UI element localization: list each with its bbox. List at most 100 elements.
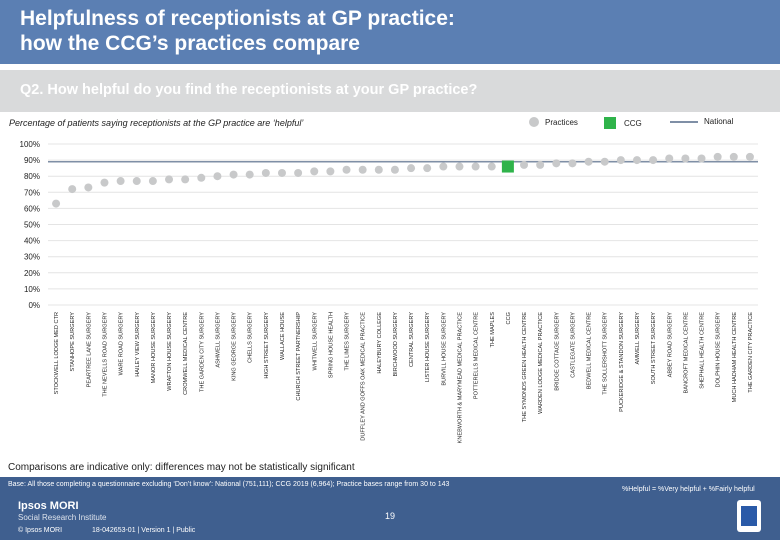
practice-point [181, 175, 190, 184]
practice-point [52, 199, 61, 208]
brand-subtitle: Social Research Institute [18, 513, 107, 522]
practice-point [681, 154, 690, 163]
x-tick-label: MUCH HADHAM HEALTH CENTRE [732, 312, 738, 403]
x-tick-label: CENTRAL SURGERY [409, 312, 415, 367]
question-banner [0, 70, 780, 112]
x-tick-label: SHEPHALL HEALTH CENTRE [700, 312, 706, 389]
practice-point [713, 152, 722, 161]
practice-point [213, 172, 222, 181]
practice-point [407, 164, 416, 173]
base-text: Base: All those completing a questionnai… [8, 481, 450, 488]
practice-point [745, 152, 754, 161]
x-tick-label: SPRING HOUSE HEALTH [328, 312, 334, 378]
practice-point [390, 165, 399, 174]
practice-point [632, 156, 641, 165]
practice-point [229, 170, 238, 179]
practice-point [165, 175, 174, 184]
practice-point [374, 165, 383, 174]
x-tick-label: BANCROFT MEDICAL CENTRE [683, 312, 689, 394]
practice-point [261, 168, 270, 177]
y-tick-label: 60% [24, 204, 40, 213]
practice-point [68, 185, 77, 194]
x-tick-label: THE GARDEN CITY SURGERY [199, 312, 205, 392]
x-tick-label: BIRCHWOOD SURGERY [393, 312, 399, 377]
x-tick-label: DOLPHIN HOUSE SURGERY [716, 312, 722, 388]
x-tick-label: ABBEY ROAD SURGERY [667, 312, 673, 378]
practice-point [520, 160, 529, 169]
scatter-chart: 0% 10% 20% 30% 40% 50% 60% 70% 80% 90% 100% STOCKWE… [20, 140, 758, 444]
x-tick-label: ASHWELL SURGERY [215, 312, 221, 368]
question-text: Q2. How helpful do you find the receptio… [20, 82, 478, 98]
practice-point [326, 167, 335, 176]
ccg-marker [501, 160, 514, 173]
x-tick-label: BURVILL HOUSE SURGERY [441, 312, 447, 386]
x-tick-label: SOUTH STREET SURGERY [651, 312, 657, 384]
legend-ccg: CCG [604, 117, 642, 129]
practice-point [439, 162, 448, 171]
legend-practices: Practices [529, 117, 578, 127]
caveat-text: Comparisons are indicative only: differe… [8, 462, 355, 473]
x-tick-label: THE GARDEN CITY PRACTICE [748, 312, 754, 393]
x-tick-label: PEARTREE LANE SURGERY [86, 312, 92, 388]
legend-national: National [670, 117, 733, 126]
title-line-1: Helpfulness of receptionists at GP pract… [20, 7, 455, 30]
practice-point [132, 177, 141, 186]
x-tick-label: DUFFLEY AND GOFFS OAK MEDICAL PRACTICE [361, 312, 367, 441]
practice-point [116, 177, 125, 186]
practice-point [423, 164, 432, 173]
y-tick-label: 70% [24, 188, 40, 197]
y-tick-label: 10% [24, 285, 40, 294]
practice-point [84, 183, 93, 192]
x-tick-label: WALLACE HOUSE [280, 312, 286, 360]
page-title: Helpfulness of receptionists at GP pract… [20, 6, 455, 56]
x-tick-label: HAILEY VIEW SURGERY [135, 312, 141, 377]
practice-point [665, 154, 674, 163]
x-tick-label: CROMWELL MEDICAL CENTRE [183, 312, 189, 395]
practice-point [487, 162, 496, 171]
x-tick-label: HIGH STREET SURGERY [264, 312, 270, 379]
practice-point [294, 168, 303, 177]
x-tick-label: THE SOLLERSHOTT SURGERY [603, 312, 609, 395]
practice-point [358, 165, 367, 174]
y-tick-label: 90% [24, 156, 40, 165]
title-line-2: how the CCG’s practices compare [20, 32, 360, 55]
y-tick-label: 50% [24, 221, 40, 230]
chart-subtitle: Percentage of patients saying receptioni… [9, 118, 304, 128]
practice-point [584, 157, 593, 166]
legend-national-label: National [704, 117, 734, 126]
x-tick-label: HALEYBURY COLLEGE [377, 312, 383, 374]
practice-point [536, 160, 545, 169]
x-tick-label: WHITWELL SURGERY [312, 312, 318, 371]
legend-ccg-label: CCG [624, 118, 642, 128]
y-tick-label: 30% [24, 253, 40, 262]
x-tick-label: WARE ROAD SURGERY [119, 312, 125, 376]
practice-point [277, 168, 286, 177]
legend-practices-label: Practices [545, 117, 578, 127]
x-tick-label: KNEBWORTH & MARYMEAD MEDICAL PRACTICE [457, 312, 463, 444]
page-number: 19 [385, 511, 396, 521]
x-tick-label: STANHOPE SURGERY [70, 312, 76, 372]
practice-point [100, 178, 109, 187]
x-tick-label: MANOR HOUSE SURGERY [151, 312, 157, 384]
x-tick-label: KING GEORGE SURGERY [232, 312, 238, 381]
y-tick-label: 40% [24, 237, 40, 246]
x-tick-label: THE LIMES SURGERY [345, 312, 351, 371]
x-tick-label: WARDEN LODGE MEDICAL PRACTICE [538, 312, 544, 414]
x-tick-label: THE MAPLES [490, 312, 496, 348]
x-tick-label: CASTLEGATE SURGERY [570, 312, 576, 378]
practice-point [649, 156, 658, 165]
y-tick-label: 80% [24, 172, 40, 181]
practice-point [616, 156, 625, 165]
national-line-icon [670, 120, 698, 123]
x-tick-label: WRAFTON HOUSE SURGERY [167, 312, 173, 391]
practice-point [600, 157, 609, 166]
footer-bar [0, 477, 780, 540]
definition-text: %Helpful = %Very helpful + %Fairly helpf… [622, 486, 755, 493]
practice-dot-icon [529, 117, 539, 127]
practice-point [197, 173, 206, 182]
x-tick-label: THE SYMONDS GREEN HEALTH CENTRE [522, 312, 528, 422]
x-tick-label: CHELLS SURGERY [248, 312, 254, 363]
x-tick-label: LISTER HOUSE SURGERY [425, 312, 431, 382]
x-tick-label: BEDWELL MEDICAL CENTRE [587, 312, 593, 390]
practice-point [342, 165, 351, 174]
